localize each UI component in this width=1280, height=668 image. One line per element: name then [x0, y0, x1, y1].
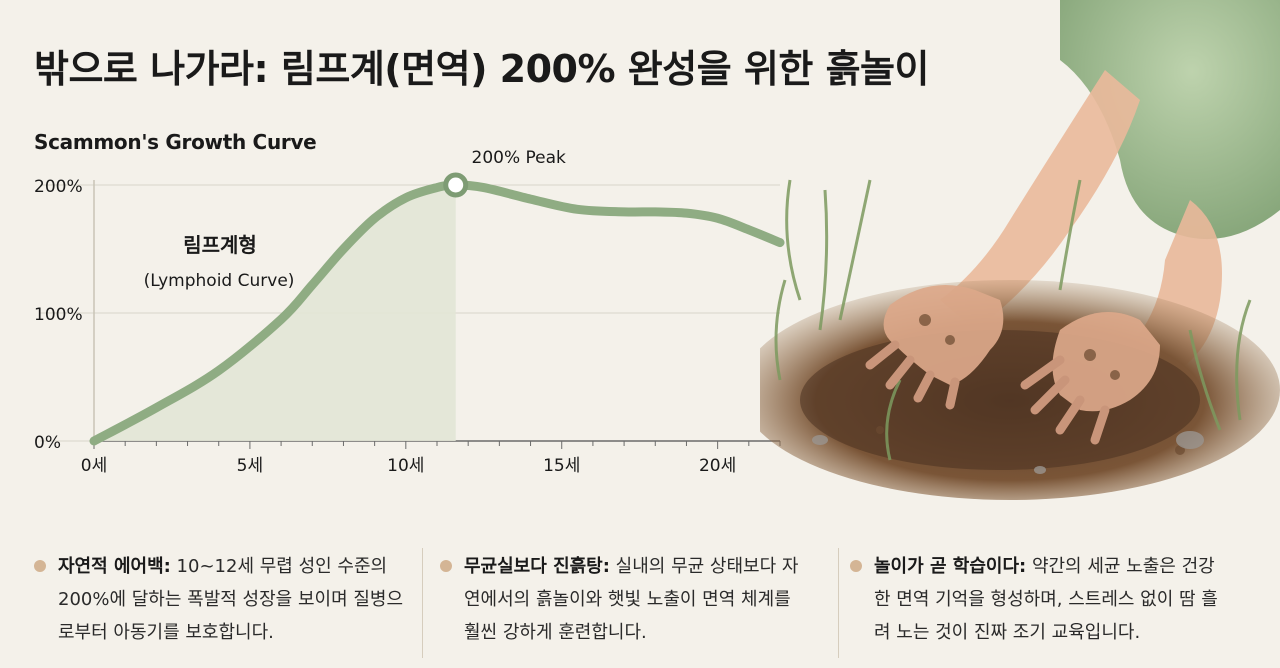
- series-label: 림프계형: [183, 233, 257, 257]
- series-area-fill: [94, 185, 456, 441]
- peak-label: 200% Peak: [472, 148, 567, 168]
- chart-title: Scammon's Growth Curve: [34, 130, 317, 154]
- growth-chart: 200% Peak 림프계형 (Lymphoid Curve) 0% 100% 20…: [34, 148, 785, 476]
- bullet-heading: 자연적 에어백:: [58, 556, 171, 577]
- hands-in-soil-illustration: [760, 0, 1280, 500]
- bullet-item: 자연적 에어백: 10~12세 무렵 성인 수준의 200%에 달하는 폭발적 …: [34, 550, 404, 649]
- x-tick-label: 15세: [543, 456, 580, 476]
- bullet-heading: 무균실보다 진흙탕:: [464, 556, 610, 577]
- x-tick-label: 20세: [699, 456, 736, 476]
- bullet-text: 10~12세 무렵 성인 수준의 200%에 달하는 폭발적 성장을 보이며 질…: [58, 556, 404, 643]
- peak-marker: [443, 172, 469, 198]
- series-label-en: (Lymphoid Curve): [144, 271, 295, 291]
- tick-labels: 0% 100% 200% 0세 5세 10세 15세 20세: [34, 177, 736, 476]
- bullet-dot: [34, 560, 46, 572]
- bullet-text: 약간의 세균 노출은 건강한 면역 기억을 형성하며, 스트레스 없이 땀 흘려…: [874, 556, 1218, 643]
- y-tick-label: 0%: [34, 433, 61, 453]
- divider: [422, 548, 423, 658]
- bullet-text: 실내의 무균 상태보다 자연에서의 흙놀이와 햇빛 노출이 면역 체계를 훨씬 …: [464, 556, 799, 643]
- x-tick-label: 5세: [237, 456, 263, 476]
- key-points: 자연적 에어백: 10~12세 무렵 성인 수준의 200%에 달하는 폭발적 …: [0, 540, 1280, 668]
- y-tick-label: 200%: [34, 177, 83, 197]
- y-tick-label: 100%: [34, 305, 83, 325]
- x-tick-label: 10세: [387, 456, 424, 476]
- bullet-item: 놀이가 곧 학습이다: 약간의 세균 노출은 건강한 면역 기억을 형성하며, …: [850, 550, 1220, 649]
- bullet-dot: [440, 560, 452, 572]
- page-title: 밖으로 나가라: 림프계(면역) 200% 완성을 위한 흙놀이: [34, 47, 929, 91]
- bullet-dot: [850, 560, 862, 572]
- bullet-item: 무균실보다 진흙탕: 실내의 무균 상태보다 자연에서의 흙놀이와 햇빛 노출이…: [440, 550, 810, 649]
- x-tick-label: 0세: [81, 456, 107, 476]
- divider: [838, 548, 839, 658]
- bullet-heading: 놀이가 곧 학습이다:: [874, 556, 1027, 577]
